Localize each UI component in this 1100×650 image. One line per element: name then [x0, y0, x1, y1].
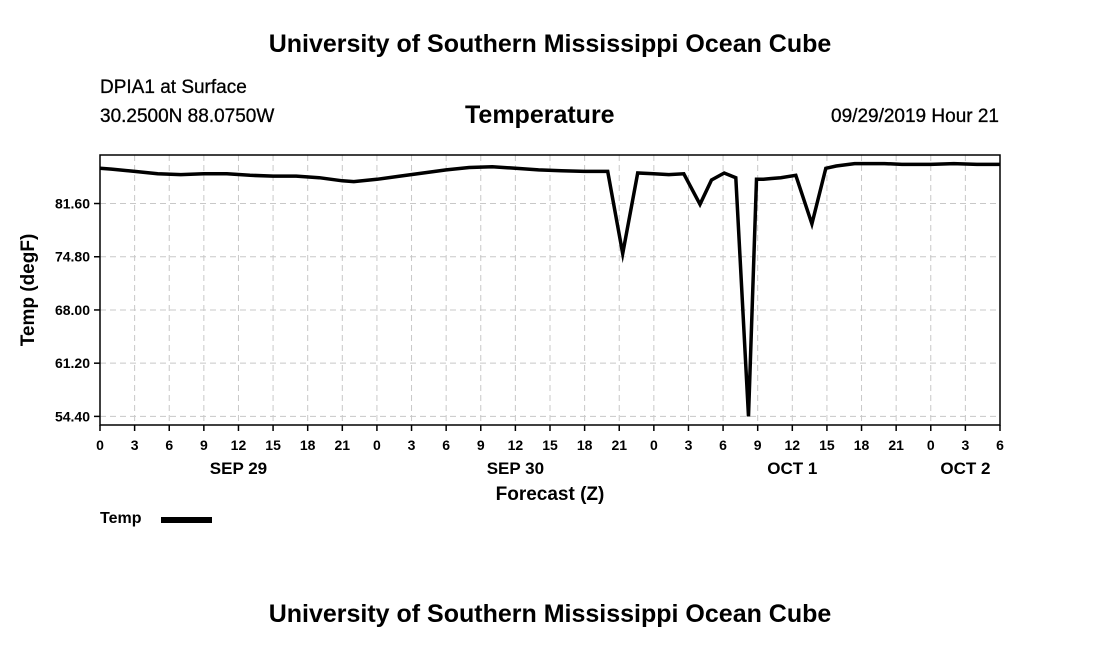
x-tick-label: 0	[927, 437, 935, 453]
legend-swatch	[161, 517, 212, 523]
x-tick-label: 21	[888, 437, 904, 453]
x-tick-label: 12	[231, 437, 247, 453]
footer-title: University of Southern Mississippi Ocean…	[268, 600, 832, 628]
x-tick-label: 15	[265, 437, 281, 453]
variable-title: Temperature	[465, 101, 615, 129]
x-date-label: SEP 29	[210, 459, 267, 478]
axis-layer: 0 3 6 9 12 15 18 21 0 3 6 9 12 15 18 21 0 3 6 9 12 15 18 21 0 3 6 5…	[55, 196, 1004, 478]
station-coordinates: 30.2500N 88.0750W	[100, 106, 275, 127]
x-tick-label: 6	[996, 437, 1004, 453]
x-tick-label: 9	[754, 437, 762, 453]
x-tick-label: 12	[785, 437, 801, 453]
x-tick-label: 18	[300, 437, 316, 453]
x-date-label: OCT 2	[940, 459, 990, 478]
x-date-label: SEP 30	[487, 459, 544, 478]
y-axis-label: Temp (degF)	[18, 234, 39, 347]
station-label: DPIA1 at Surface	[100, 77, 247, 98]
x-tick-label: 9	[477, 437, 485, 453]
x-tick-label: 3	[961, 437, 969, 453]
forecast-datetime: 09/29/2019 Hour 21	[831, 106, 999, 127]
page-title: University of Southern Mississippi Ocean…	[268, 30, 832, 58]
x-tick-label: 21	[611, 437, 627, 453]
x-tick-label: 12	[508, 437, 524, 453]
x-axis-label: Forecast (Z)	[496, 484, 605, 505]
grid-lines	[100, 155, 1000, 425]
y-tick-label: 74.80	[55, 249, 90, 265]
x-date-label: OCT 1	[767, 459, 817, 478]
x-tick-label: 15	[542, 437, 558, 453]
x-tick-label: 0	[373, 437, 381, 453]
x-tick-label: 21	[335, 437, 351, 453]
x-tick-label: 9	[200, 437, 208, 453]
series-layer	[99, 161, 1000, 417]
x-tick-label: 6	[719, 437, 727, 453]
y-tick-label: 61.20	[55, 355, 90, 371]
x-tick-label: 0	[650, 437, 658, 453]
x-tick-label: 15	[819, 437, 835, 453]
x-tick-label: 18	[854, 437, 870, 453]
y-tick-label: 81.60	[55, 196, 90, 212]
x-tick-label: 3	[685, 437, 693, 453]
x-tick-label: 18	[577, 437, 593, 453]
x-tick-label: 6	[442, 437, 450, 453]
temp-series-line	[99, 161, 1000, 417]
x-tick-label: 6	[165, 437, 173, 453]
x-tick-label: 0	[96, 437, 104, 453]
x-tick-label: 3	[131, 437, 139, 453]
x-tick-label: 3	[408, 437, 416, 453]
y-tick-label: 54.40	[55, 408, 90, 424]
y-tick-label: 68.00	[55, 302, 90, 318]
legend-label: Temp	[100, 510, 142, 527]
